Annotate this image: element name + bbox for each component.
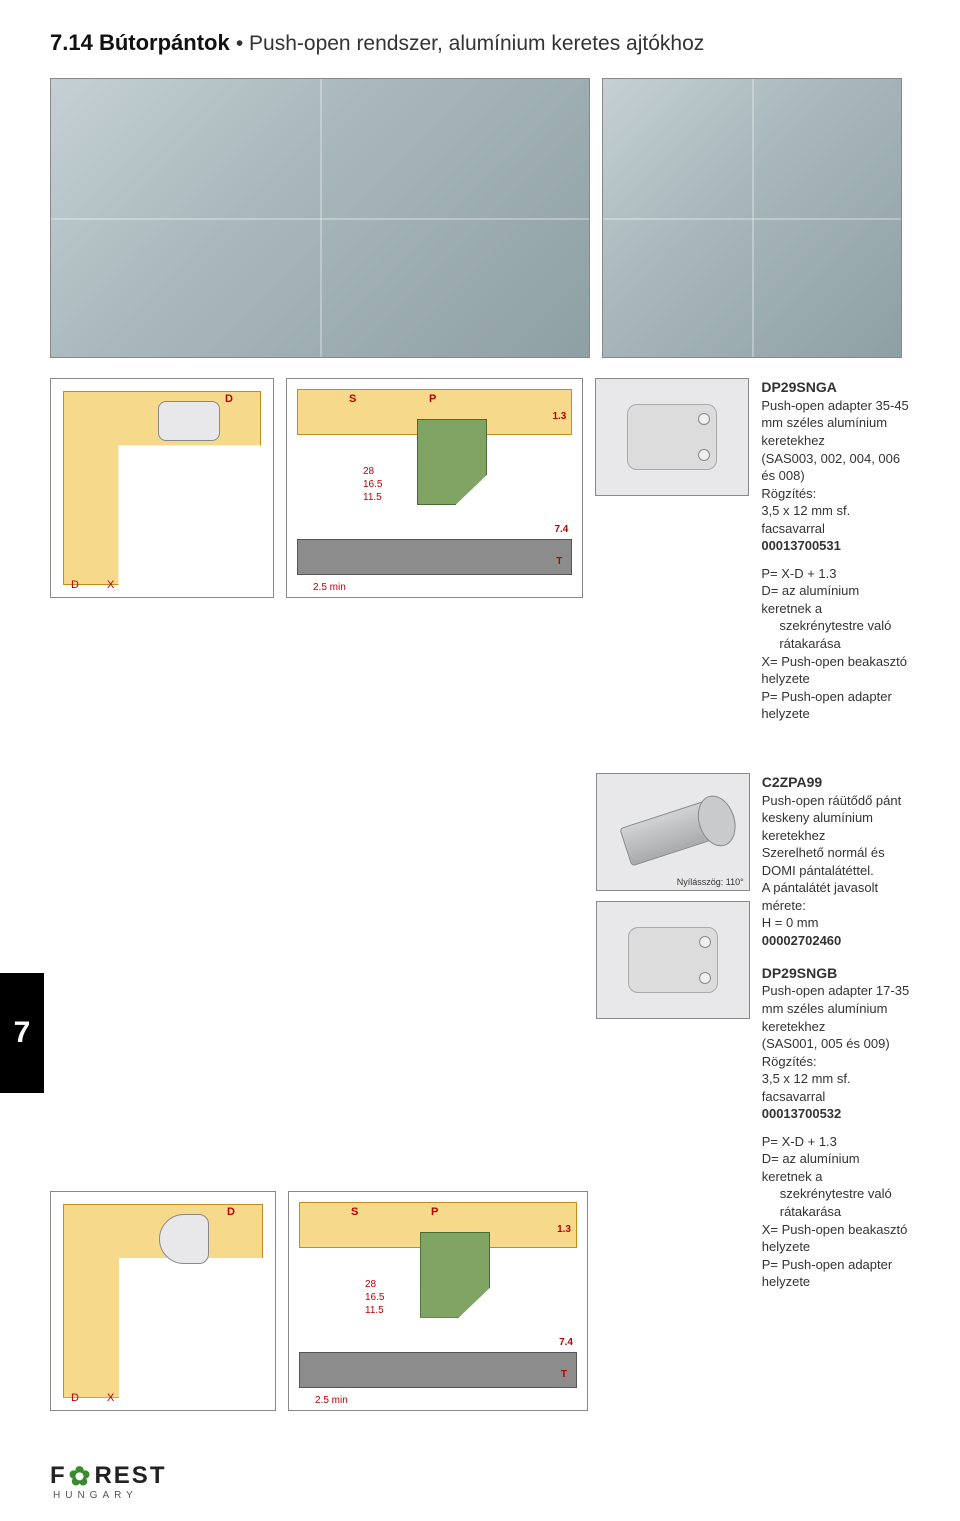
diagram-label: X [107,579,114,591]
adapter-shape-icon [628,927,718,993]
diagram-b-sideview: S P 1.3 28 16.5 11.5 7.4 T 2.5 min [288,1191,588,1411]
diagram-label: 1.3 [552,411,566,422]
product-a-row: D D X S P 1.3 28 16.5 11.5 7.4 T 2.5 min… [50,378,910,723]
article-number: 00002702460 [762,932,910,950]
product-code: DP29SNGA [761,378,910,397]
diagram-label: 7.4 [559,1337,573,1348]
side-tab: 7 [0,973,44,1093]
diagram-label: D [227,1206,235,1218]
fix-value: 3,5 x 12 mm sf. facsavarral [761,502,910,537]
product-title: Push-open adapter 17-35 mm széles alumín… [762,982,910,1035]
formula-line: P= Push-open adapter helyzete [761,688,910,723]
diagram-mid-labels: 28 16.5 11.5 [365,1278,384,1317]
section-subtitle: • Push-open rendszer, alumínium keretes … [236,32,704,55]
formula-line: X= Push-open beakasztó helyzete [761,653,910,688]
leaf-icon: ✿ [69,1461,93,1492]
diagram-b-topview: D D X [50,1191,276,1411]
thumb-adapter-a [595,378,749,496]
fix-label: Rögzítés: [762,1053,910,1071]
formula-line: P= X-D + 1.3 [762,1133,910,1151]
thumb-hinge: Nyílásszög: 110° [596,773,750,891]
section-number: 7.14 [50,30,93,55]
diagram-label: P [429,393,436,405]
diagram-label: 16.5 [365,1291,384,1304]
article-number: 00013700531 [761,537,910,555]
formula-line: P= Push-open adapter helyzete [762,1256,910,1291]
hinge-shape-icon [619,797,726,866]
diagram-label: T [556,556,562,567]
diagram-label: S [349,393,356,405]
diagram-label: 11.5 [365,1304,384,1317]
formula-line: D= az alumínium keretnek a [762,1150,910,1185]
footer-logo-block: F✿REST HUNGARY [50,1461,910,1501]
hinge-and-b-description: C2ZPA99 Push-open ráütődő pánt keskeny a… [762,773,910,1291]
diagram-label: 2.5 min [315,1395,348,1406]
product-line: A pántalátét javasolt mérete: [762,879,910,914]
brand-text-post: REST [94,1462,166,1490]
diagram-label: 7.4 [554,524,568,535]
diagram-label: 2.5 min [313,582,346,593]
product-title: Push-open ráütődő pánt keskeny alumínium… [762,792,910,845]
photo-cabinet-detail [602,78,902,358]
section-b-wrap: Nyílásszög: 110° C2ZPA99 Push-open ráütő… [50,773,910,1411]
photo-cabinet-large [50,78,590,358]
diagram-label: T [561,1369,567,1380]
formula-line: P= X-D + 1.3 [761,565,910,583]
diagram-label: D [71,1392,79,1404]
thumb-column: Nyílásszög: 110° [596,773,750,1291]
diagram-label: S [351,1206,358,1218]
product-code: DP29SNGB [762,964,910,983]
formula-line: szekrénytestre való rátakarása [761,617,910,652]
formula-line: X= Push-open beakasztó helyzete [762,1221,910,1256]
side-tab-number: 7 [14,1016,31,1050]
product-title: Push-open adapter 35-45 mm széles alumín… [761,397,910,450]
page-title: 7.14 Bútorpántok • Push-open rendszer, a… [50,30,910,56]
product-a-content [595,378,749,723]
fix-value: 3,5 x 12 mm sf. facsavarral [762,1070,910,1105]
diagram-label: P [431,1206,438,1218]
product-line: H = 0 mm [762,914,910,932]
fix-label: Rögzítés: [761,485,910,503]
product-code: C2ZPA99 [762,773,910,792]
diagram-bottom-labels: D X [71,579,114,591]
diagram-label: D [225,393,233,405]
brand-text-pre: F [50,1462,67,1490]
article-number: 00013700532 [762,1105,910,1123]
hero-photo-row [50,78,910,358]
diagram-label: 28 [365,1278,384,1291]
product-sas: (SAS001, 005 és 009) [762,1035,910,1053]
section-name: Bútorpántok [99,30,230,55]
product-a-description: DP29SNGA Push-open adapter 35-45 mm szél… [761,378,910,723]
formula-block-a: P= X-D + 1.3 D= az alumínium keretnek a … [761,565,910,723]
product-sas: (SAS003, 002, 004, 006 és 008) [761,450,910,485]
diagram-label: 16.5 [363,478,382,491]
brand-sub: HUNGARY [53,1490,910,1501]
diagram-label: 1.3 [557,1224,571,1235]
adapter-shape-icon [627,404,717,470]
formula-block-b: P= X-D + 1.3 D= az alumínium keretnek a … [762,1133,910,1291]
product-line: Szerelhető normál és DOMI pántalátéttel. [762,844,910,879]
formula-line: D= az alumínium keretnek a [761,582,910,617]
diagram-bottom-labels: D X [71,1392,114,1404]
brand-logo: F✿REST [50,1461,910,1492]
diagram-a-topview: D D X [50,378,274,598]
diagram-label: X [107,1392,114,1404]
thumb-adapter-b [596,901,750,1019]
formula-line: szekrénytestre való rátakarása [762,1185,910,1220]
diagram-a-sideview: S P 1.3 28 16.5 11.5 7.4 T 2.5 min [286,378,583,598]
diagram-label: 11.5 [363,491,382,504]
thumb-caption: Nyílásszög: 110° [677,877,744,887]
diagram-label: D [71,579,79,591]
diagram-label: 28 [363,465,382,478]
diagram-mid-labels: 28 16.5 11.5 [363,465,382,504]
